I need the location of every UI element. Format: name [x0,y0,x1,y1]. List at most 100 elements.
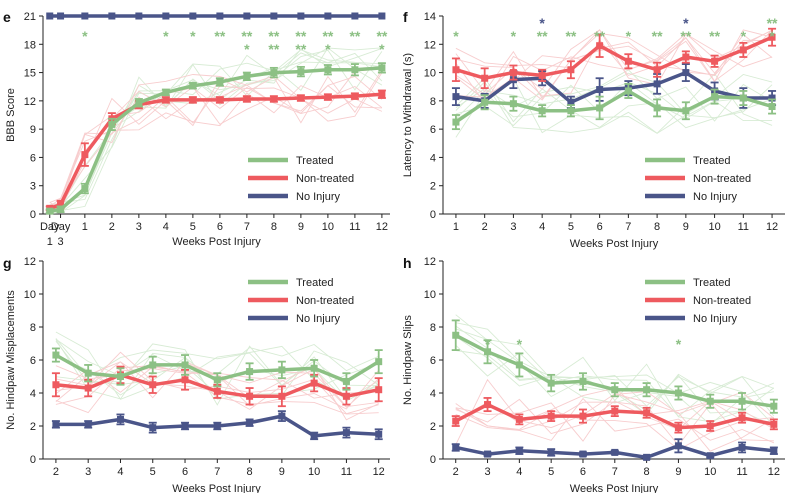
data-point [149,361,157,369]
y-tick-label: 2 [430,181,436,193]
x-tick-label: 7 [244,221,250,233]
data-point [351,12,359,20]
data-point [452,93,460,101]
data-point [189,96,197,104]
significance-star: ** [349,28,360,44]
individual-trace [455,29,773,104]
x-tick-label: 6 [217,221,223,233]
series-no_injury [51,410,383,441]
x-tick-label: 12 [766,221,778,233]
x-tick-label: 7 [214,466,220,478]
data-point [216,96,224,104]
data-point [81,185,89,193]
significance-star: ** [214,28,225,44]
x-tick-label: 5 [190,221,196,233]
data-point [270,69,278,77]
x-tick-label: 9 [675,466,681,478]
data-point [567,66,575,74]
data-point [738,414,746,422]
data-point [181,422,189,430]
x-tick-label: 10 [308,466,320,478]
data-point [770,420,778,428]
significance-star: * [517,336,523,352]
x-tick-label: 4 [117,466,123,478]
data-point [547,379,555,387]
individual-trace [49,52,383,215]
panel-g: g 0 2 4 6 8 10 12 2 3 4 5 6 7 8 9 10 11 12 Weeks Post Injur… [3,255,390,493]
y-tick-label: 12 [24,96,36,108]
significance-star: ** [680,28,691,44]
y-tick-label: 18 [24,39,36,51]
data-point [342,392,350,400]
data-point [653,80,661,88]
x-tick-label: 5 [568,221,574,233]
individual-trace [49,49,382,214]
y-tick-label: 12 [24,256,36,268]
significance-star: ** [268,41,279,57]
data-point [57,12,65,20]
data-point [674,389,682,397]
x-tick-label: 10 [704,466,716,478]
data-point [484,348,492,356]
data-point [706,397,714,405]
y-tick-label: 6 [430,355,436,367]
data-point [674,442,682,450]
data-point [46,207,54,215]
series-no_injury [46,12,386,20]
x-tick-label: 12 [768,466,780,478]
data-point [46,12,54,20]
data-point [538,107,546,115]
data-point [278,366,286,374]
data-point [653,104,661,112]
y-tick-label: 10 [424,289,436,301]
significance-star: * [244,41,250,57]
data-point [84,384,92,392]
legend-label-treated: Treated [693,155,731,167]
significance-star: * [769,28,775,44]
x-tick-label: 12 [376,221,388,233]
legend-label-non_treated: Non-treated [296,295,354,307]
data-point [135,99,143,107]
data-point [310,379,318,387]
x-tick-label: 11 [738,221,749,233]
series-line [455,35,773,80]
data-point [116,415,124,423]
data-point [567,107,575,115]
x-tick-label: 12 [373,466,385,478]
data-point [481,74,489,82]
data-point [84,369,92,377]
data-point [643,409,651,417]
data-point [452,443,460,451]
y-tick-label: 21 [24,11,36,23]
data-point [342,377,350,385]
significance-star: * [82,28,88,44]
significance-star: ** [268,28,279,44]
data-point [375,430,383,438]
data-point [324,66,332,74]
data-point [243,95,251,103]
data-point [135,12,143,20]
x-tick-label: 7 [612,466,618,478]
y-tick-label: 0 [30,454,36,466]
significance-star: ** [537,28,548,44]
data-point [270,95,278,103]
y-tick-label: 4 [430,152,436,164]
individual-trace [455,37,773,74]
individual-trace [455,398,774,435]
x-tick-label: 8 [654,221,660,233]
x-tick-label: 11 [341,466,352,478]
data-point [682,53,690,61]
data-point [481,98,489,106]
significance-star: ** [295,28,306,44]
legend-label-non_treated: Non-treated [693,173,751,185]
individual-trace [55,350,379,400]
data-point [108,12,116,20]
significance-star: * [539,15,545,31]
data-point [270,12,278,20]
data-point [739,46,747,54]
series-treated [451,319,778,414]
data-point [81,12,89,20]
data-point [375,386,383,394]
